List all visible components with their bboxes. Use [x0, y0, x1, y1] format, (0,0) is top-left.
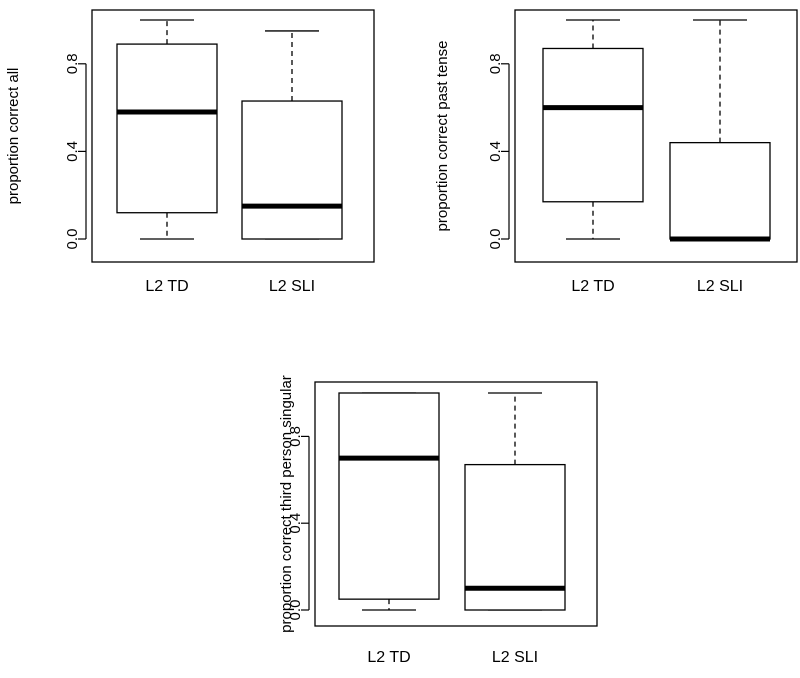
box-l2-sli [464, 392, 566, 611]
x-tick-label: L2 TD [571, 278, 614, 295]
plot-frame [314, 381, 598, 627]
y-tick-label: 0.8 [287, 426, 304, 447]
y-tick-label: 0.8 [487, 53, 504, 74]
box-l2-sli [669, 19, 771, 242]
y-axis-label: proportion correct past tense [434, 41, 451, 232]
y-tick-label: 0.0 [287, 600, 304, 621]
box-l2-sli [241, 30, 343, 240]
x-tick-label: L2 SLI [492, 649, 538, 666]
box-l2-td [338, 392, 440, 611]
box-l2-td [542, 19, 644, 240]
iqr-box [338, 392, 440, 600]
x-tick-label: L2 SLI [269, 278, 315, 295]
iqr-box [241, 100, 343, 240]
iqr-box [464, 463, 566, 611]
y-axis-label: proportion correct all [5, 68, 22, 205]
plot-frame [91, 9, 375, 263]
iqr-box [542, 47, 644, 203]
panel-1: 0.0 0.4 0.8 proportion correct all L2 TD L2 S… [5, 9, 375, 295]
y-tick-label: 0.0 [64, 229, 81, 250]
iqr-box [116, 43, 218, 214]
plot-frame [514, 9, 798, 263]
panel-2: 0.0 0.4 0.8 proportion correct past tense L2… [434, 9, 798, 295]
y-axis-label: proportion correct third person singular [278, 375, 295, 633]
x-tick-label: L2 TD [367, 649, 410, 666]
y-tick-label: 0.8 [64, 53, 81, 74]
x-tick-label: L2 SLI [697, 278, 743, 295]
box-l2-td [116, 19, 218, 240]
y-tick-label: 0.4 [487, 141, 504, 162]
x-tick-label: L2 TD [145, 278, 188, 295]
y-tick-label: 0.4 [287, 513, 304, 534]
iqr-box [669, 141, 771, 240]
y-tick-label: 0.0 [487, 229, 504, 250]
y-tick-label: 0.4 [64, 141, 81, 162]
